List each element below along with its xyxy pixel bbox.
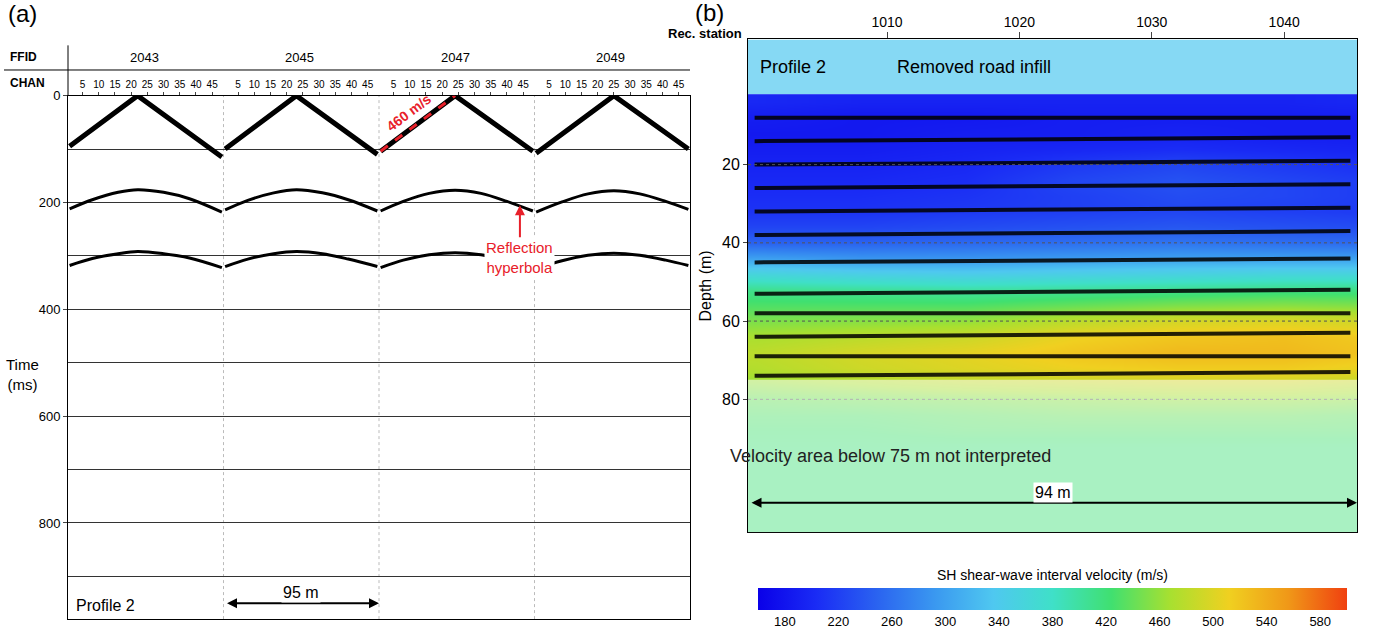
svg-text:300: 300 xyxy=(935,614,957,629)
svg-text:5: 5 xyxy=(391,79,397,90)
svg-text:15: 15 xyxy=(265,79,277,90)
svg-text:(a): (a) xyxy=(8,0,37,27)
svg-text:5: 5 xyxy=(546,79,552,90)
svg-text:45: 45 xyxy=(518,79,530,90)
svg-text:2043: 2043 xyxy=(130,50,159,65)
svg-text:20: 20 xyxy=(281,79,293,90)
svg-text:200: 200 xyxy=(39,195,61,210)
svg-text:1030: 1030 xyxy=(1136,14,1167,30)
svg-text:15: 15 xyxy=(576,79,588,90)
svg-text:2045: 2045 xyxy=(285,50,314,65)
svg-text:45: 45 xyxy=(207,79,219,90)
svg-text:Time(ms): Time(ms) xyxy=(6,356,39,393)
svg-text:35: 35 xyxy=(330,79,342,90)
svg-text:Rec. station: Rec. station xyxy=(668,26,742,41)
svg-text:30: 30 xyxy=(625,79,637,90)
svg-text:10: 10 xyxy=(249,79,261,90)
svg-text:25: 25 xyxy=(142,79,154,90)
svg-text:40: 40 xyxy=(346,79,358,90)
svg-text:800: 800 xyxy=(39,516,61,531)
svg-text:460: 460 xyxy=(1149,614,1171,629)
svg-text:30: 30 xyxy=(469,79,481,90)
svg-text:15: 15 xyxy=(109,79,121,90)
svg-text:380: 380 xyxy=(1042,614,1064,629)
svg-text:95 m: 95 m xyxy=(283,584,319,601)
svg-text:40: 40 xyxy=(722,234,740,251)
svg-text:500: 500 xyxy=(1202,614,1224,629)
svg-text:580: 580 xyxy=(1309,614,1331,629)
svg-text:1010: 1010 xyxy=(871,14,902,30)
svg-text:80: 80 xyxy=(722,391,740,408)
svg-text:30: 30 xyxy=(314,79,326,90)
svg-text:40: 40 xyxy=(501,79,513,90)
svg-text:180: 180 xyxy=(774,614,796,629)
svg-text:Removed road infill: Removed road infill xyxy=(897,57,1051,77)
svg-text:Depth (m): Depth (m) xyxy=(697,250,714,321)
svg-text:(b): (b) xyxy=(695,0,724,26)
svg-text:Profile 2: Profile 2 xyxy=(760,57,826,77)
svg-text:10: 10 xyxy=(560,79,572,90)
svg-text:5: 5 xyxy=(80,79,86,90)
svg-text:25: 25 xyxy=(297,79,309,90)
svg-text:340: 340 xyxy=(988,614,1010,629)
svg-text:CHAN: CHAN xyxy=(10,76,45,90)
svg-text:260: 260 xyxy=(881,614,903,629)
svg-text:Reflectionhyperbola: Reflectionhyperbola xyxy=(486,239,553,276)
svg-text:0: 0 xyxy=(53,88,60,103)
svg-text:1040: 1040 xyxy=(1269,14,1300,30)
svg-text:30: 30 xyxy=(158,79,170,90)
svg-text:540: 540 xyxy=(1256,614,1278,629)
svg-text:20: 20 xyxy=(437,79,449,90)
svg-text:2047: 2047 xyxy=(441,50,470,65)
svg-text:600: 600 xyxy=(39,409,61,424)
svg-text:35: 35 xyxy=(485,79,497,90)
svg-text:40: 40 xyxy=(190,79,202,90)
svg-text:60: 60 xyxy=(722,313,740,330)
svg-text:FFID: FFID xyxy=(10,50,37,64)
svg-text:35: 35 xyxy=(174,79,186,90)
svg-text:15: 15 xyxy=(420,79,432,90)
svg-text:20: 20 xyxy=(592,79,604,90)
svg-text:10: 10 xyxy=(93,79,105,90)
svg-text:5: 5 xyxy=(235,79,241,90)
svg-text:35: 35 xyxy=(641,79,653,90)
svg-text:400: 400 xyxy=(39,302,61,317)
svg-text:25: 25 xyxy=(453,79,465,90)
svg-text:Velocity area below 75 m not i: Velocity area below 75 m not interpreted xyxy=(730,446,1051,466)
svg-text:420: 420 xyxy=(1095,614,1117,629)
svg-text:25: 25 xyxy=(608,79,620,90)
svg-text:2049: 2049 xyxy=(596,50,625,65)
svg-text:20: 20 xyxy=(126,79,138,90)
svg-text:460 m/s: 460 m/s xyxy=(383,90,434,134)
svg-text:Profile 2: Profile 2 xyxy=(76,597,135,614)
svg-text:94 m: 94 m xyxy=(1035,484,1071,501)
svg-text:1020: 1020 xyxy=(1004,14,1035,30)
svg-text:20: 20 xyxy=(722,156,740,173)
svg-text:45: 45 xyxy=(362,79,374,90)
svg-text:10: 10 xyxy=(404,79,416,90)
svg-text:45: 45 xyxy=(673,79,685,90)
svg-text:40: 40 xyxy=(657,79,669,90)
svg-text:220: 220 xyxy=(827,614,849,629)
svg-text:SH shear-wave interval velocit: SH shear-wave interval velocity (m/s) xyxy=(937,567,1168,583)
